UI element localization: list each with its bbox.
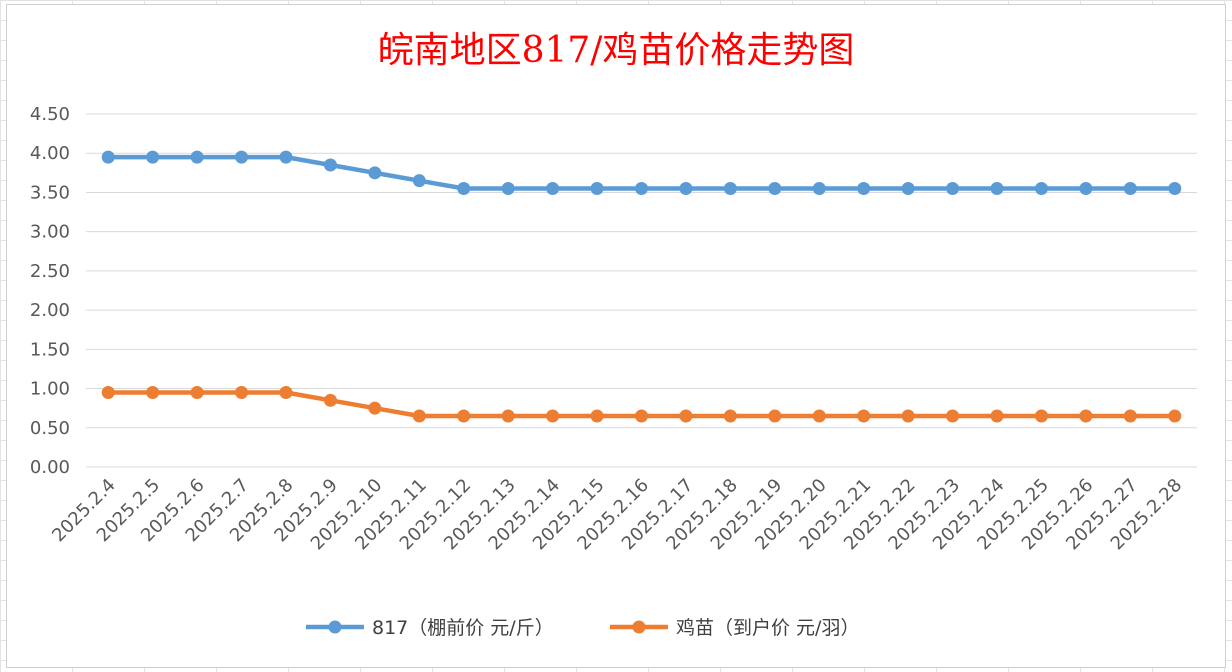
data-point <box>235 150 249 164</box>
y-tick-label: 4.50 <box>30 104 70 125</box>
data-point <box>1079 182 1093 196</box>
data-point <box>857 182 871 196</box>
legend-item: 817（棚前价 元/斤） <box>306 617 554 639</box>
data-point <box>190 385 204 399</box>
y-tick-label: 3.00 <box>30 222 70 243</box>
chart-area[interactable] <box>6 4 1226 668</box>
y-tick-label: 4.00 <box>30 143 70 164</box>
data-point <box>1034 409 1048 423</box>
data-point <box>457 182 471 196</box>
data-point <box>1168 182 1182 196</box>
data-point <box>279 385 293 399</box>
data-point <box>946 409 960 423</box>
data-point <box>457 409 471 423</box>
y-tick-label: 0.00 <box>30 457 70 478</box>
y-tick-label: 1.00 <box>30 379 70 400</box>
data-point <box>323 158 337 172</box>
data-point <box>368 166 382 180</box>
data-point <box>101 385 115 399</box>
data-point <box>990 182 1004 196</box>
data-point <box>101 150 115 164</box>
y-tick-label: 2.50 <box>30 261 70 282</box>
data-point <box>546 409 560 423</box>
data-point <box>901 409 915 423</box>
data-point <box>635 409 648 423</box>
series-2 <box>101 385 1182 423</box>
data-point <box>946 182 960 196</box>
data-point <box>1079 409 1093 423</box>
data-point <box>1034 182 1048 196</box>
series-lines <box>101 150 1182 423</box>
data-point <box>279 150 293 164</box>
gridlines <box>86 113 1197 468</box>
x-axis-tick-labels: 2025.2.42025.2.52025.2.62025.2.72025.2.8… <box>48 475 1186 555</box>
data-point <box>901 182 915 196</box>
legend-point-marker <box>632 620 646 634</box>
data-point <box>368 401 382 415</box>
data-point <box>990 409 1004 423</box>
data-point <box>768 182 782 196</box>
data-point <box>590 182 604 196</box>
data-point <box>812 409 826 423</box>
data-point <box>412 174 426 188</box>
y-tick-label: 2.00 <box>30 300 70 321</box>
data-point <box>723 409 737 423</box>
data-point <box>679 182 693 196</box>
data-point <box>501 409 515 423</box>
data-point <box>812 182 826 196</box>
data-point <box>412 409 426 423</box>
data-point <box>1168 409 1182 423</box>
data-point <box>146 150 160 164</box>
y-tick-label: 1.50 <box>30 339 70 360</box>
data-point <box>768 409 782 423</box>
data-point <box>590 409 604 423</box>
series-1 <box>101 150 1182 196</box>
y-axis-tick-labels: 0.00 0.50 1.00 1.50 2.00 2.50 3.00 3.50 4.00 4.50 <box>30 104 70 478</box>
legend-label: 817（棚前价 元/斤） <box>372 617 554 639</box>
data-point <box>857 409 871 423</box>
legend-item: 鸡苗（到户价 元/羽） <box>610 617 859 639</box>
data-point <box>635 182 648 196</box>
legend-point-marker <box>328 620 342 634</box>
legend: 817（棚前价 元/斤） 鸡苗（到户价 元/羽） <box>306 617 859 639</box>
data-point <box>190 150 204 164</box>
chart-title: 皖南地区817/鸡苗价格走势图 <box>378 30 855 71</box>
legend-label: 鸡苗（到户价 元/羽） <box>676 617 859 639</box>
data-point <box>323 393 337 407</box>
data-point <box>723 182 737 196</box>
y-tick-label: 3.50 <box>30 182 70 203</box>
data-point <box>501 182 515 196</box>
data-point <box>679 409 693 423</box>
data-point <box>146 385 160 399</box>
y-tick-label: 0.50 <box>30 418 70 439</box>
data-point <box>546 182 560 196</box>
data-point <box>235 385 249 399</box>
data-point <box>1123 409 1137 423</box>
data-point <box>1123 182 1137 196</box>
